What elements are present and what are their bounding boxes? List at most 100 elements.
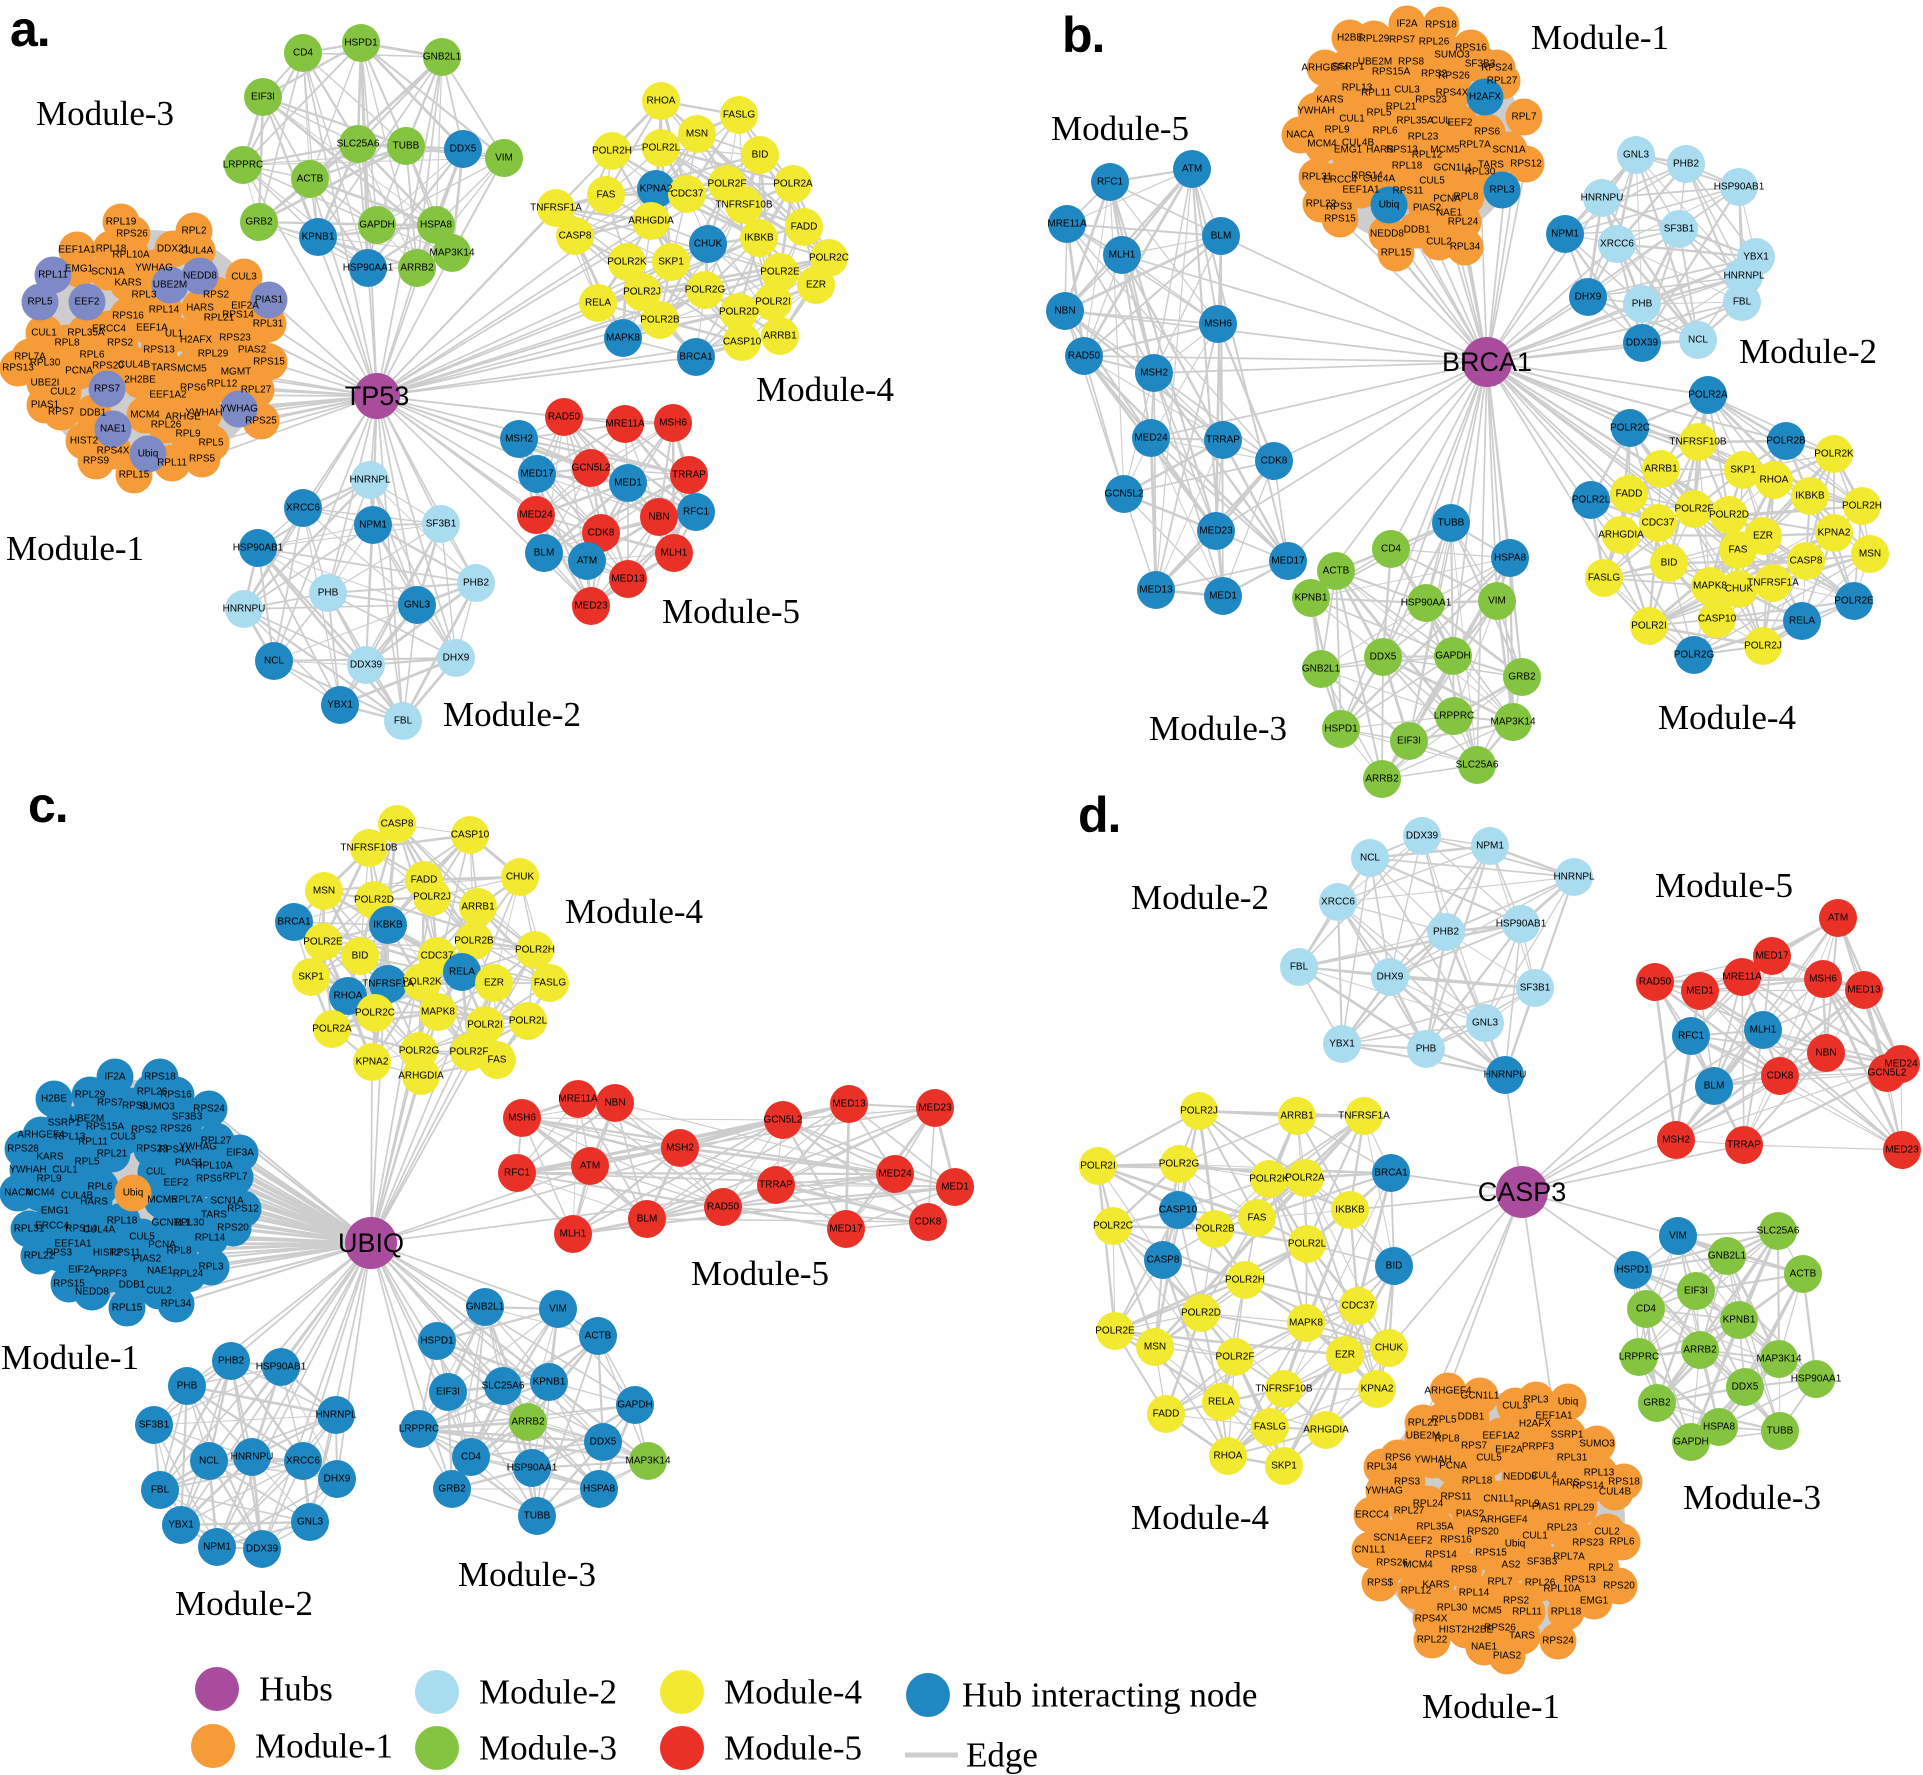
- svg-text:ARRB2: ARRB2: [511, 1417, 545, 1428]
- svg-text:RPS4X: RPS4X: [1415, 1614, 1448, 1625]
- svg-text:LRPPRC: LRPPRC: [1434, 711, 1475, 722]
- svg-text:DHX9: DHX9: [1377, 972, 1404, 983]
- svg-text:RPL22: RPL22: [24, 1251, 55, 1262]
- svg-text:CHUK: CHUK: [506, 872, 535, 883]
- svg-text:RPS23: RPS23: [1572, 1538, 1604, 1549]
- svg-text:POLR2K: POLR2K: [1814, 449, 1854, 460]
- svg-text:Module-5: Module-5: [1051, 109, 1189, 148]
- svg-text:POLR2I: POLR2I: [1080, 1161, 1116, 1172]
- svg-text:RFC1: RFC1: [504, 1168, 531, 1179]
- svg-text:VIM: VIM: [1488, 596, 1506, 607]
- svg-text:SSRP1: SSRP1: [1551, 1430, 1584, 1441]
- svg-text:BID: BID: [1386, 1261, 1403, 1272]
- svg-text:TARS: TARS: [201, 1210, 227, 1221]
- svg-text:RPS7: RPS7: [1389, 35, 1416, 46]
- svg-text:UBE2M: UBE2M: [1358, 57, 1392, 68]
- svg-text:YWHAH: YWHAH: [1297, 106, 1334, 117]
- svg-text:RPL9: RPL9: [175, 429, 200, 440]
- svg-text:Module-2: Module-2: [1131, 878, 1269, 917]
- svg-text:HSP90AB1: HSP90AB1: [1496, 919, 1547, 930]
- svg-text:RPS16: RPS16: [112, 311, 144, 322]
- svg-text:DDX39: DDX39: [246, 1544, 279, 1555]
- svg-text:Ubiq: Ubiq: [1558, 1397, 1579, 1408]
- svg-text:EIF3I: EIF3I: [1684, 1286, 1708, 1297]
- svg-text:CUL: CUL: [146, 1167, 166, 1178]
- svg-text:RAD50: RAD50: [548, 412, 581, 423]
- svg-text:POLR2B: POLR2B: [454, 936, 494, 947]
- svg-text:GNL3: GNL3: [1472, 1018, 1499, 1029]
- svg-text:RPS14: RPS14: [65, 1224, 97, 1235]
- svg-text:AS2: AS2: [1502, 1560, 1521, 1571]
- svg-text:RPL3: RPL3: [1489, 185, 1514, 196]
- svg-text:RPL5: RPL5: [27, 297, 52, 308]
- svg-text:HNRNPU: HNRNPU: [223, 604, 266, 615]
- svg-text:CDC37: CDC37: [1342, 1301, 1375, 1312]
- svg-text:UBE2M: UBE2M: [153, 280, 187, 291]
- svg-text:Module-2: Module-2: [443, 695, 581, 734]
- svg-text:POLR2F: POLR2F: [1216, 1352, 1255, 1363]
- svg-text:TNFRSF10B: TNFRSF10B: [340, 843, 398, 854]
- svg-text:TRRAP: TRRAP: [1206, 435, 1240, 446]
- svg-text:MAPK8: MAPK8: [1693, 581, 1727, 592]
- svg-text:POLR2I: POLR2I: [467, 1020, 503, 1031]
- svg-text:POLR2E: POLR2E: [1834, 596, 1874, 607]
- svg-text:PIAS2: PIAS2: [1413, 203, 1442, 214]
- svg-text:TUBB: TUBB: [1438, 518, 1465, 529]
- svg-text:ATM: ATM: [580, 1161, 600, 1172]
- svg-text:Module-3: Module-3: [1683, 1478, 1821, 1517]
- svg-text:RPL26: RPL26: [151, 420, 182, 431]
- svg-text:CUL1: CUL1: [52, 1165, 78, 1176]
- svg-text:CUL4: CUL4: [1531, 1471, 1557, 1482]
- svg-text:POLR2K: POLR2K: [402, 977, 442, 988]
- svg-text:FADD: FADD: [791, 222, 818, 233]
- svg-text:CHUK: CHUK: [694, 239, 723, 250]
- svg-text:RPS16: RPS16: [1455, 43, 1487, 54]
- svg-text:CD4: CD4: [1381, 544, 1401, 555]
- svg-text:HSPD1: HSPD1: [1616, 1265, 1650, 1276]
- svg-text:SF3B3: SF3B3: [1527, 1557, 1558, 1568]
- svg-text:KPNB1: KPNB1: [1723, 1315, 1756, 1326]
- svg-text:RPS28: RPS28: [7, 1144, 39, 1155]
- svg-text:YBX1: YBX1: [168, 1520, 194, 1531]
- svg-text:RPL11: RPL11: [1361, 88, 1391, 99]
- svg-text:RPS18: RPS18: [144, 1072, 176, 1083]
- svg-text:RPL14: RPL14: [1459, 1588, 1490, 1599]
- svg-text:VIM: VIM: [549, 1304, 567, 1315]
- svg-text:RPS11: RPS11: [1441, 1492, 1472, 1503]
- svg-text:ATM: ATM: [1182, 164, 1202, 175]
- svg-text:ARHGEF4: ARHGEF4: [1301, 63, 1349, 74]
- svg-text:RPS3: RPS3: [1326, 202, 1353, 213]
- svg-text:RPL13: RPL13: [55, 1132, 86, 1143]
- svg-text:POLR2B: POLR2B: [1766, 436, 1806, 447]
- svg-text:RPS26: RPS26: [160, 1124, 192, 1135]
- svg-text:RPS23: RPS23: [1415, 95, 1447, 106]
- svg-text:MED1: MED1: [1209, 591, 1237, 602]
- svg-text:CUL5: CUL5: [1476, 1453, 1502, 1464]
- svg-text:GCN1L1: GCN1L1: [1461, 1391, 1500, 1402]
- svg-text:RPL23: RPL23: [1547, 1523, 1578, 1534]
- svg-text:RPL12: RPL12: [207, 379, 238, 390]
- svg-text:TNFRSF10B: TNFRSF10B: [1669, 437, 1727, 448]
- svg-text:HSPA8: HSPA8: [583, 1484, 615, 1495]
- svg-text:HNRNPU: HNRNPU: [1581, 193, 1624, 204]
- svg-text:MSH2: MSH2: [666, 1143, 694, 1154]
- svg-text:Ubiq: Ubiq: [123, 1188, 144, 1199]
- svg-text:EIF3A: EIF3A: [226, 1148, 254, 1159]
- svg-text:SCN1A: SCN1A: [210, 1196, 244, 1207]
- svg-text:BRCA1: BRCA1: [1374, 1168, 1408, 1179]
- svg-text:RPL27: RPL27: [241, 385, 272, 396]
- svg-text:SSRP1: SSRP1: [48, 1118, 81, 1129]
- svg-text:RPL22: RPL22: [1417, 1635, 1448, 1646]
- svg-text:POLR2D: POLR2D: [1709, 510, 1749, 521]
- svg-text:RPL3: RPL3: [198, 1262, 223, 1273]
- svg-text:EMG1: EMG1: [1334, 145, 1363, 156]
- svg-text:RPL35A: RPL35A: [1416, 1522, 1454, 1533]
- svg-text:YWHAG: YWHAG: [179, 1142, 217, 1153]
- svg-text:SCN1A: SCN1A: [1373, 1533, 1407, 1544]
- svg-text:YWHAH: YWHAH: [9, 1165, 46, 1176]
- svg-text:RPS13: RPS13: [2, 363, 34, 374]
- svg-text:Module-3: Module-3: [479, 1729, 617, 1768]
- svg-text:Module-1: Module-1: [1422, 1687, 1560, 1726]
- svg-text:FASLG: FASLG: [723, 110, 755, 121]
- svg-text:RPL7A: RPL7A: [1459, 140, 1491, 151]
